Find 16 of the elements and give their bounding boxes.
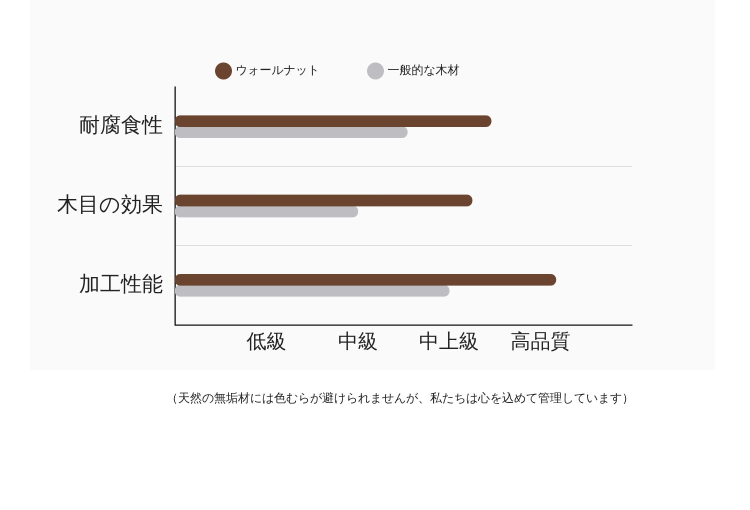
text: 低級 bbox=[246, 329, 286, 354]
y-tick-label: 耐腐食性 bbox=[79, 113, 163, 138]
bar bbox=[175, 274, 556, 286]
y-tick-label: 木目の効果 bbox=[57, 192, 163, 216]
bar bbox=[175, 285, 450, 297]
bar bbox=[175, 126, 408, 138]
legend-label: ウォールナット bbox=[236, 63, 320, 78]
text: 高品質 bbox=[510, 329, 571, 354]
text: （天然の無垢材には色むらが避けられませんが、私たちは心を込めて管理しています） bbox=[165, 390, 635, 407]
y-tick-label: 加工性能 bbox=[79, 272, 163, 296]
text: 中上級 bbox=[419, 329, 480, 354]
bar bbox=[175, 194, 472, 206]
bar bbox=[175, 115, 492, 127]
legend-label: 一般的な木材 bbox=[388, 63, 460, 78]
bar bbox=[175, 206, 358, 218]
text: 中級 bbox=[338, 329, 378, 354]
